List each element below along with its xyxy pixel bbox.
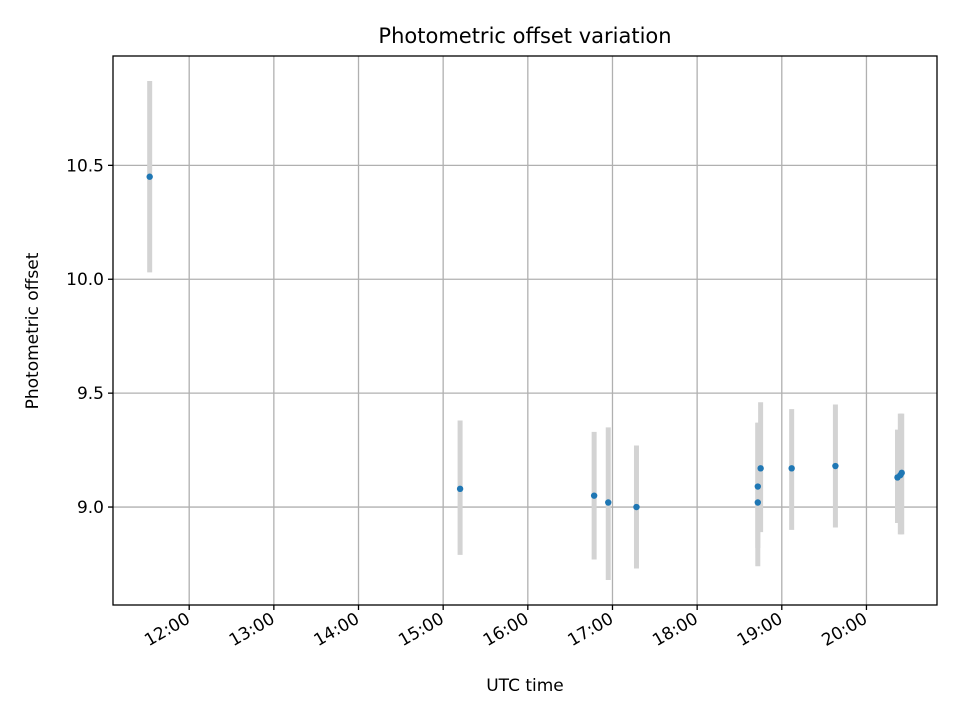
data-point <box>754 499 762 506</box>
data-point <box>633 503 640 511</box>
data-point <box>605 499 612 506</box>
data-point <box>757 465 764 472</box>
x-tick-label: 19:00 <box>734 609 786 651</box>
x-tick-label: 17:00 <box>565 609 617 651</box>
x-tick-label: 18:00 <box>649 609 701 651</box>
data-point <box>754 483 762 490</box>
chart-title: Photometric offset variation <box>378 24 671 48</box>
y-axis: 9.0 9.5 10.0 10.5 <box>66 156 113 518</box>
data-point <box>590 492 598 499</box>
y-tick-label: 10.0 <box>66 270 104 290</box>
x-axis: 12:00 13:00 14:00 15:00 16:00 17:00 18:00 19:00… <box>141 605 871 651</box>
data-point <box>832 462 839 470</box>
grid-layer <box>113 56 937 605</box>
data-point <box>788 465 795 472</box>
y-tick-label: 9.5 <box>77 384 104 404</box>
y-tick-label: 10.5 <box>66 156 104 176</box>
x-tick-label: 20:00 <box>819 609 871 651</box>
x-tick-label: 14:00 <box>311 609 363 651</box>
data-point <box>898 469 905 477</box>
point-layer <box>146 173 905 511</box>
x-tick-label: 16:00 <box>480 609 532 651</box>
data-point <box>146 173 153 180</box>
x-tick-label: 15:00 <box>395 609 447 651</box>
x-tick-label: 13:00 <box>226 609 278 651</box>
data-point <box>456 485 464 493</box>
x-tick-label: 12:00 <box>141 609 193 651</box>
y-axis-label: Photometric offset <box>23 252 43 409</box>
plot-frame <box>112 55 938 606</box>
y-tick-label: 9.0 <box>77 498 104 518</box>
errorbar-layer <box>147 81 905 580</box>
x-axis-label: UTC time <box>486 676 564 696</box>
